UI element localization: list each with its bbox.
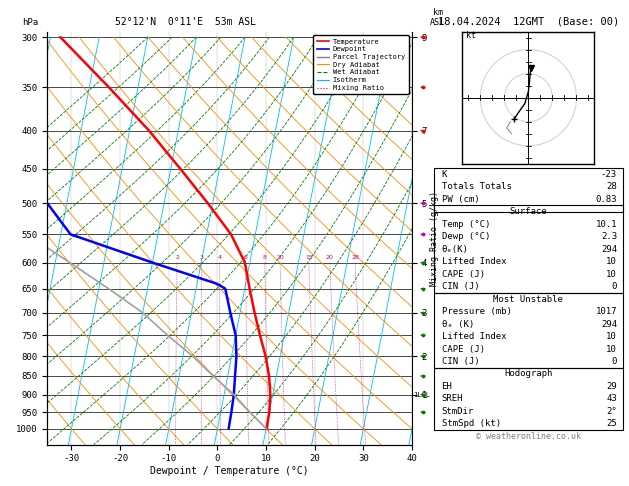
Text: StmSpd (kt): StmSpd (kt)	[442, 419, 501, 429]
Text: 28: 28	[351, 255, 359, 260]
Text: 1017: 1017	[596, 307, 617, 316]
Text: Most Unstable: Most Unstable	[493, 295, 564, 304]
Text: 10: 10	[606, 270, 617, 278]
Text: 52°12'N  0°11'E  53m ASL: 52°12'N 0°11'E 53m ASL	[115, 17, 256, 27]
Text: 8: 8	[263, 255, 267, 260]
Text: StmDir: StmDir	[442, 407, 474, 416]
Text: Lifted Index: Lifted Index	[442, 257, 506, 266]
Text: 43: 43	[606, 395, 617, 403]
Text: 18.04.2024  12GMT  (Base: 00): 18.04.2024 12GMT (Base: 00)	[438, 17, 619, 27]
Bar	[434, 168, 623, 211]
Text: 25: 25	[606, 419, 617, 429]
Text: CAPE (J): CAPE (J)	[442, 270, 484, 278]
Text: CAPE (J): CAPE (J)	[442, 345, 484, 353]
Y-axis label: Mixing Ratio (g/kg): Mixing Ratio (g/kg)	[430, 191, 439, 286]
Text: 6: 6	[243, 255, 247, 260]
Text: CIN (J): CIN (J)	[442, 282, 479, 291]
Text: Hodograph: Hodograph	[504, 369, 552, 379]
Text: CIN (J): CIN (J)	[442, 357, 479, 366]
Text: 294: 294	[601, 319, 617, 329]
Text: 2.3: 2.3	[601, 232, 617, 241]
Text: hPa: hPa	[21, 18, 38, 27]
Text: EH: EH	[442, 382, 452, 391]
Text: 0.83: 0.83	[596, 194, 617, 204]
Bar	[434, 293, 623, 368]
Text: PW (cm): PW (cm)	[442, 194, 479, 204]
Text: 20: 20	[326, 255, 334, 260]
Text: 1LCL: 1LCL	[413, 392, 430, 398]
Bar	[434, 206, 623, 293]
Text: -23: -23	[601, 170, 617, 179]
Text: km
ASL: km ASL	[430, 8, 445, 27]
Text: Temp (°C): Temp (°C)	[442, 220, 490, 228]
Text: 28: 28	[606, 182, 617, 191]
Bar	[434, 368, 623, 430]
Text: 3: 3	[199, 255, 203, 260]
Text: 2: 2	[175, 255, 179, 260]
Text: Totals Totals: Totals Totals	[442, 182, 511, 191]
Text: 29: 29	[606, 382, 617, 391]
Text: 0: 0	[611, 282, 617, 291]
Text: SREH: SREH	[442, 395, 463, 403]
Text: 10: 10	[606, 332, 617, 341]
Text: K: K	[442, 170, 447, 179]
Text: 10.1: 10.1	[596, 220, 617, 228]
Text: Lifted Index: Lifted Index	[442, 332, 506, 341]
Text: Dewp (°C): Dewp (°C)	[442, 232, 490, 241]
Legend: Temperature, Dewpoint, Parcel Trajectory, Dry Adiabat, Wet Adiabat, Isotherm, Mi: Temperature, Dewpoint, Parcel Trajectory…	[313, 35, 408, 94]
Text: 10: 10	[606, 345, 617, 353]
Text: 294: 294	[601, 244, 617, 254]
Text: 10: 10	[276, 255, 284, 260]
Text: kt: kt	[466, 31, 476, 39]
Text: 2°: 2°	[606, 407, 617, 416]
Text: 10: 10	[606, 257, 617, 266]
X-axis label: Dewpoint / Temperature (°C): Dewpoint / Temperature (°C)	[150, 466, 309, 476]
Text: Pressure (mb): Pressure (mb)	[442, 307, 511, 316]
Text: 0: 0	[611, 357, 617, 366]
Text: 4: 4	[218, 255, 221, 260]
Text: Surface: Surface	[509, 207, 547, 216]
Text: θₑ (K): θₑ (K)	[442, 319, 474, 329]
Text: © weatheronline.co.uk: © weatheronline.co.uk	[476, 432, 581, 440]
Text: 15: 15	[305, 255, 313, 260]
Text: θₑ(K): θₑ(K)	[442, 244, 469, 254]
